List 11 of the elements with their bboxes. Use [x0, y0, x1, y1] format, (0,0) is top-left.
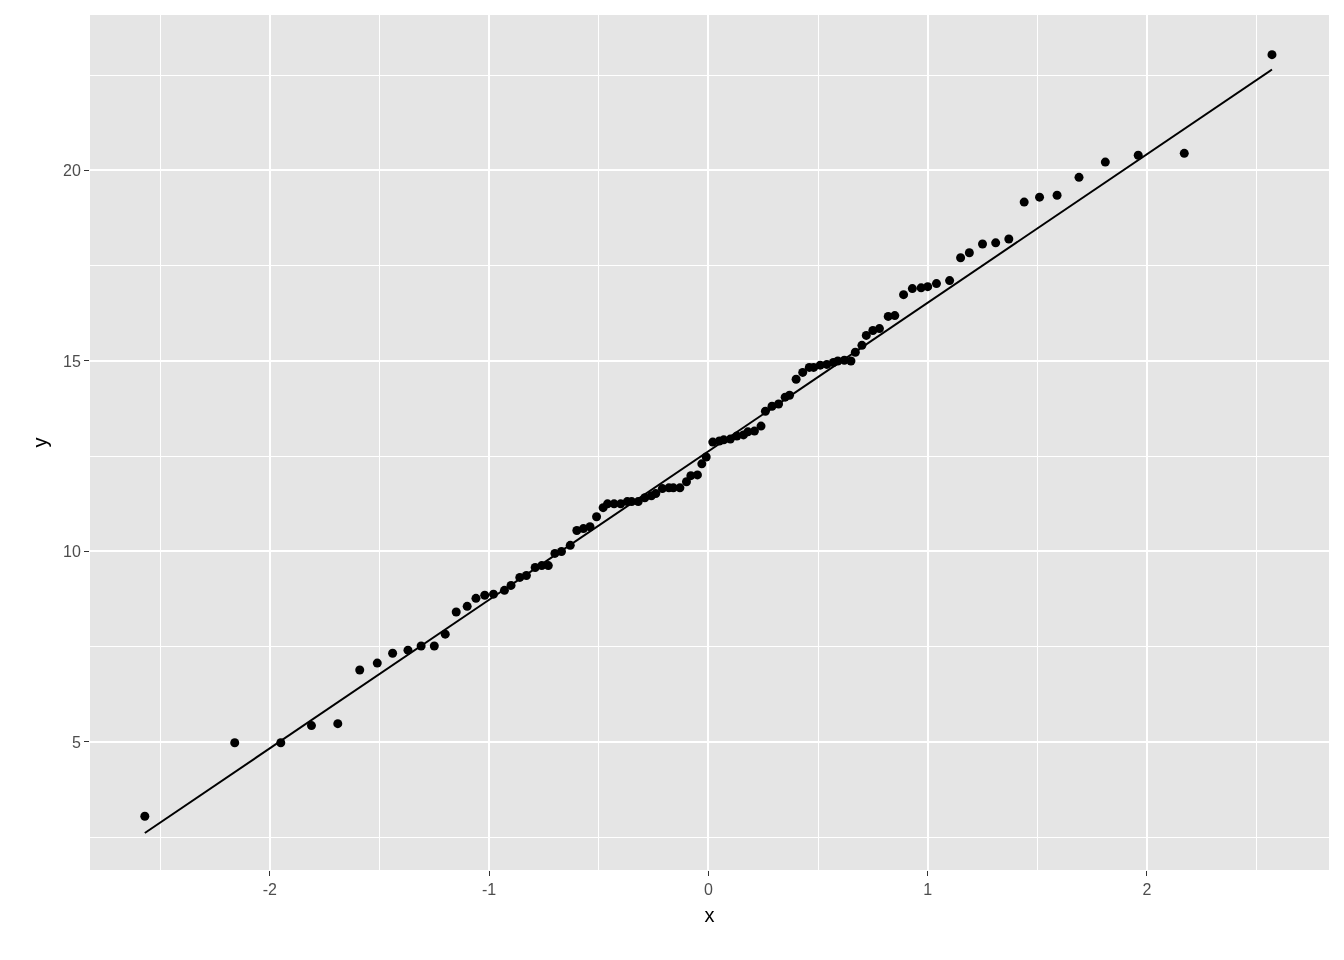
x-tick-label: 0 — [703, 881, 713, 899]
x-tick-label: -1 — [481, 881, 497, 899]
y-tick-label: 20 — [63, 162, 81, 180]
y-tick-label: 10 — [63, 543, 81, 561]
y-tick-label: 5 — [71, 733, 81, 751]
y-axis-title: y — [28, 437, 51, 448]
x-tick-label: 2 — [1142, 881, 1152, 899]
x-tick-label: 1 — [923, 881, 933, 899]
y-tick-label: 15 — [63, 352, 81, 370]
x-tick-label: -2 — [262, 881, 278, 899]
x-axis-title: x — [704, 903, 715, 926]
